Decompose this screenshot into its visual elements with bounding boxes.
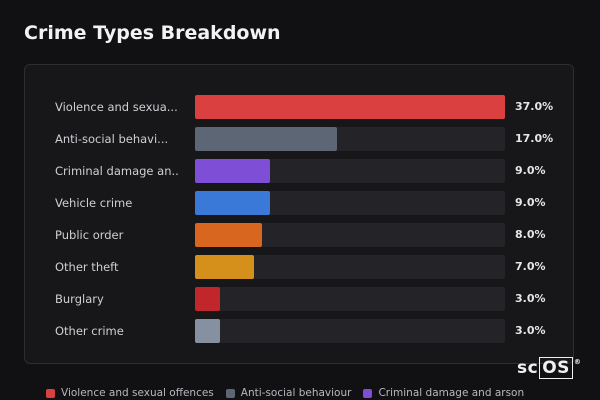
- bar-value-label: 17.0%: [515, 132, 554, 145]
- bar[interactable]: [195, 319, 221, 343]
- bar-track: [195, 319, 505, 343]
- bar-track: [195, 255, 505, 279]
- bar-label: Other crime: [55, 324, 124, 338]
- bar-row: Criminal damage an... 9.0%: [25, 159, 575, 183]
- bar[interactable]: [195, 191, 271, 215]
- bar-value-label: 9.0%: [515, 196, 546, 209]
- bar-label: Criminal damage an...: [55, 164, 179, 178]
- page-title: Crime Types Breakdown: [24, 22, 281, 44]
- legend-item[interactable]: Criminal damage and arson: [363, 387, 524, 399]
- bar[interactable]: [195, 223, 263, 247]
- bar-row: Vehicle crime 9.0%: [25, 191, 575, 215]
- bar[interactable]: [195, 159, 271, 183]
- legend-item[interactable]: Anti-social behaviour: [225, 387, 352, 399]
- bar-row: Burglary 3.0%: [25, 287, 575, 311]
- legend-label: Criminal damage and arson: [378, 387, 525, 399]
- legend-swatch: [46, 388, 55, 398]
- legend-label: Violence and sexual offences: [61, 387, 214, 399]
- legend-swatch: [225, 388, 235, 398]
- bar-track: [195, 223, 505, 247]
- bar[interactable]: [195, 255, 254, 279]
- legend-label: Anti-social behaviour: [240, 387, 352, 399]
- logo-text-boxed: OS: [539, 357, 573, 379]
- bar-label: Vehicle crime: [55, 196, 133, 210]
- bar-value-label: 37.0%: [515, 100, 554, 113]
- bar-row: Public order 8.0%: [25, 223, 575, 247]
- brand-logo: sc OS ®: [517, 357, 582, 379]
- bar[interactable]: [195, 127, 338, 151]
- bar-track: [195, 191, 505, 215]
- bar-value-label: 3.0%: [515, 292, 546, 305]
- bar[interactable]: [195, 287, 221, 311]
- bar-label: Burglary: [55, 292, 104, 306]
- bar-row: Violence and sexua... 37.0%: [25, 95, 575, 119]
- legend-swatch: [363, 388, 373, 398]
- bar-value-label: 7.0%: [515, 260, 546, 273]
- bar-row: Anti-social behavi... 17.0%: [25, 127, 575, 151]
- bar-track: [195, 95, 505, 119]
- bar-row: Other theft 7.0%: [25, 255, 575, 279]
- bar-label: Violence and sexua...: [55, 100, 178, 114]
- bar-label: Anti-social behavi...: [55, 132, 169, 146]
- bar-track: [195, 159, 505, 183]
- logo-text-plain: sc: [517, 358, 539, 378]
- chart-panel: Violence and sexua... 37.0% Anti-social be…: [24, 64, 574, 364]
- bar-value-label: 3.0%: [515, 324, 546, 337]
- legend-item[interactable]: Violence and sexual offences: [46, 387, 214, 399]
- bar-row: Other crime 3.0%: [25, 319, 575, 343]
- bar-label: Public order: [55, 228, 124, 242]
- bar-label: Other theft: [55, 260, 119, 274]
- bar[interactable]: [195, 95, 505, 119]
- chart-legend: Violence and sexual offences Anti-social …: [46, 386, 524, 400]
- bar-value-label: 9.0%: [515, 164, 546, 177]
- bar-value-label: 8.0%: [515, 228, 546, 241]
- logo-registered-mark: ®: [573, 358, 582, 366]
- bar-track: [195, 127, 505, 151]
- bar-track: [195, 287, 505, 311]
